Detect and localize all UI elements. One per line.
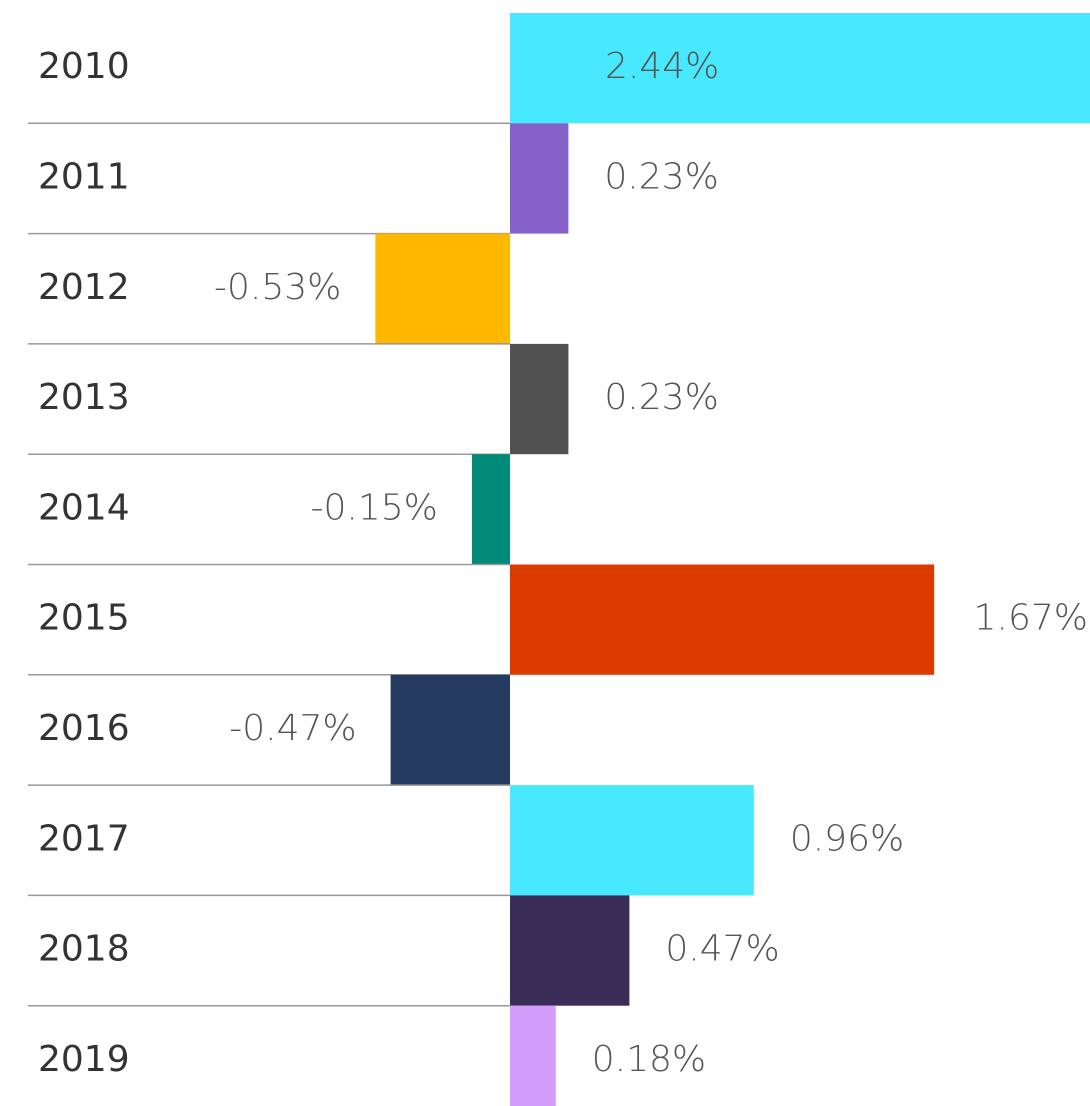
value-label: 0.23% xyxy=(604,156,718,197)
bar xyxy=(375,233,510,344)
category-label: 2016 xyxy=(38,708,130,749)
category-label: 2019 xyxy=(38,1039,130,1080)
bar xyxy=(390,674,510,786)
value-label: -0.53% xyxy=(214,267,341,308)
value-label: 1.67% xyxy=(974,598,1088,639)
bar xyxy=(510,895,630,1006)
bar xyxy=(510,13,1090,124)
bar xyxy=(471,454,510,565)
value-label: 0.47% xyxy=(665,929,779,970)
category-label: 2017 xyxy=(38,818,130,859)
category-label: 2014 xyxy=(38,487,130,528)
value-label: 2.44% xyxy=(605,46,719,87)
category-label: 2018 xyxy=(38,929,130,970)
value-label: 0.23% xyxy=(604,377,718,418)
bar xyxy=(510,343,569,455)
value-label: -0.15% xyxy=(311,487,438,528)
category-label: 2013 xyxy=(38,377,130,418)
value-label: -0.47% xyxy=(229,708,356,749)
category-label: 2015 xyxy=(38,598,130,639)
category-label: 2012 xyxy=(38,267,130,308)
category-label: 2011 xyxy=(38,156,130,197)
bar xyxy=(510,785,754,896)
category-label: 2010 xyxy=(38,46,130,87)
value-label: 0.18% xyxy=(592,1039,706,1080)
bar xyxy=(510,1005,556,1106)
bar xyxy=(510,123,569,234)
bar xyxy=(510,564,935,675)
value-label: 0.96% xyxy=(790,818,904,859)
